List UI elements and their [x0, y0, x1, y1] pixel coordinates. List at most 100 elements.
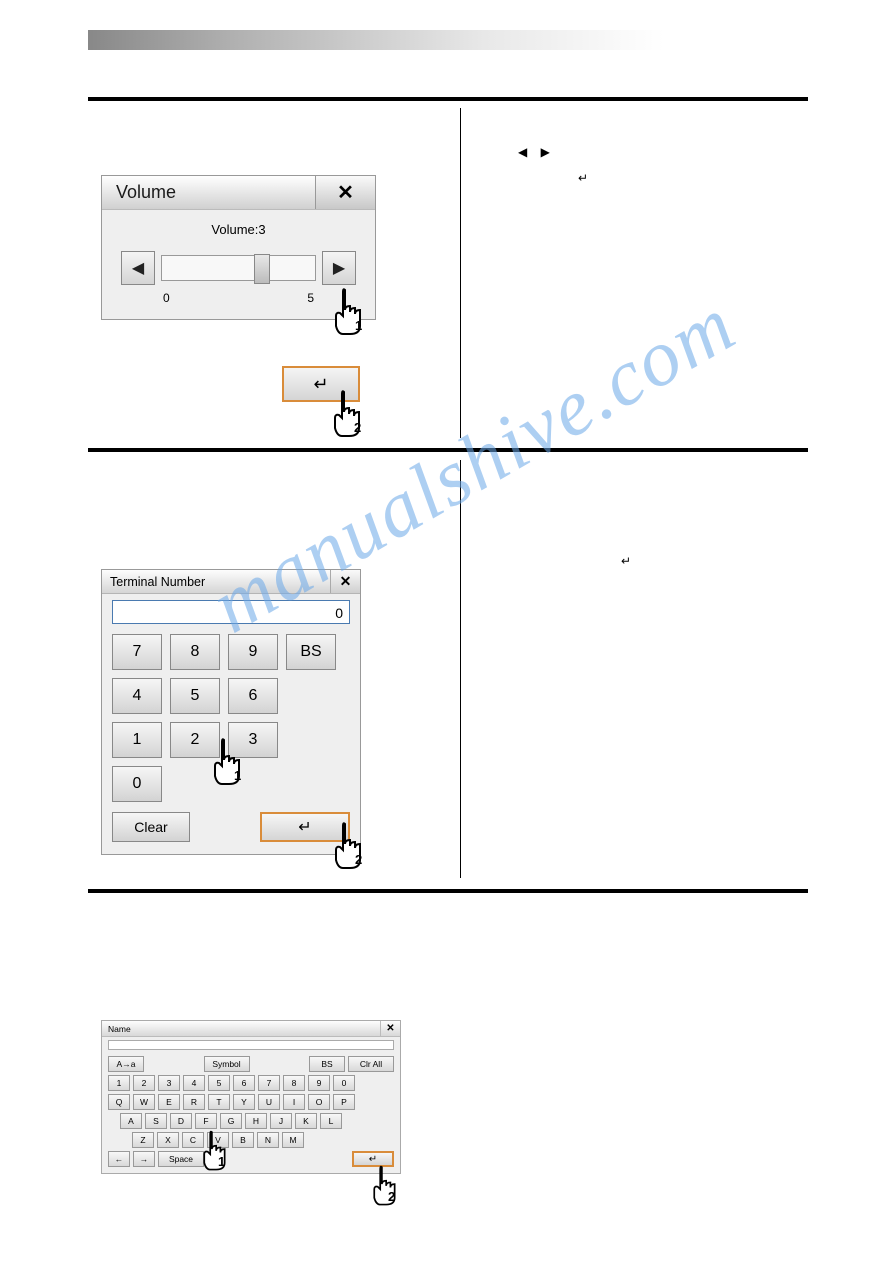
key-q[interactable]: Q [108, 1094, 130, 1110]
key-8[interactable]: 8 [283, 1075, 305, 1091]
key-l[interactable]: L [320, 1113, 342, 1129]
key-h[interactable]: H [245, 1113, 267, 1129]
pointer-callout-1: 1 [200, 1128, 234, 1172]
key-d[interactable]: D [170, 1113, 192, 1129]
section-divider [88, 448, 808, 452]
pointer-callout-1: 1 [331, 286, 371, 336]
callout-number: 2 [354, 420, 374, 440]
instruction-glyphs: ◀ ▶ [518, 144, 550, 161]
keyboard-top-row: A→a Symbol BS Clr All [102, 1053, 400, 1072]
key-9[interactable]: 9 [308, 1075, 330, 1091]
key-e[interactable]: E [158, 1094, 180, 1110]
key-4[interactable]: 4 [112, 678, 162, 714]
pointer-callout-1: 1 [210, 736, 250, 786]
slider-track[interactable] [161, 255, 316, 281]
key-backspace[interactable]: BS [286, 634, 336, 670]
key-arrow-left[interactable]: ← [108, 1151, 130, 1167]
terminal-number-dialog: Terminal Number ✕ 0 7 8 9 BS 4 5 6 1 2 3… [101, 569, 361, 855]
key-2[interactable]: 2 [133, 1075, 155, 1091]
slider-thumb[interactable] [254, 254, 270, 284]
slider-row: ◀ ▶ [114, 251, 363, 285]
arrow-left-icon: ◀ [132, 258, 144, 278]
volume-value-label: Volume:3 [114, 222, 363, 237]
pointer-callout-2: 2 [331, 820, 371, 870]
arrow-left-icon: ◀ [518, 145, 527, 159]
key-i[interactable]: I [283, 1094, 305, 1110]
enter-icon: ↵ [578, 171, 588, 185]
close-button[interactable]: ✕ [380, 1021, 400, 1036]
key-symbol[interactable]: Symbol [204, 1056, 250, 1072]
close-icon: ✕ [340, 573, 352, 590]
keyboard-z-row: Z X C V B N M [102, 1129, 400, 1148]
enter-icon: ↵ [313, 374, 328, 395]
key-r[interactable]: R [183, 1094, 205, 1110]
key-b[interactable]: B [232, 1132, 254, 1148]
key-y[interactable]: Y [233, 1094, 255, 1110]
enter-icon: ↵ [621, 554, 631, 568]
key-0[interactable]: 0 [333, 1075, 355, 1091]
key-a[interactable]: A [120, 1113, 142, 1129]
section-divider [88, 889, 808, 893]
key-6[interactable]: 6 [228, 678, 278, 714]
key-clear-all[interactable]: Clr All [348, 1056, 394, 1072]
key-p[interactable]: P [333, 1094, 355, 1110]
close-icon: ✕ [386, 1023, 394, 1034]
key-1[interactable]: 1 [112, 722, 162, 758]
key-f[interactable]: F [195, 1113, 217, 1129]
key-4[interactable]: 4 [183, 1075, 205, 1091]
close-button[interactable]: ✕ [315, 176, 375, 209]
callout-number: 1 [234, 768, 254, 788]
key-8[interactable]: 8 [170, 634, 220, 670]
slider-min-label: 0 [163, 291, 170, 305]
key-6[interactable]: 6 [233, 1075, 255, 1091]
key-s[interactable]: S [145, 1113, 167, 1129]
close-icon: ✕ [337, 180, 354, 205]
key-case-toggle[interactable]: A→a [108, 1056, 144, 1072]
key-x[interactable]: X [157, 1132, 179, 1148]
key-z[interactable]: Z [132, 1132, 154, 1148]
callout-number: 1 [218, 1154, 238, 1174]
key-7[interactable]: 7 [112, 634, 162, 670]
close-button[interactable]: ✕ [330, 570, 360, 593]
clear-button[interactable]: Clear [112, 812, 190, 842]
slider-max-label: 5 [307, 291, 314, 305]
callout-number: 2 [388, 1189, 408, 1209]
key-arrow-right[interactable]: → [133, 1151, 155, 1167]
key-7[interactable]: 7 [258, 1075, 280, 1091]
dialog-title: Terminal Number [102, 575, 330, 589]
column-divider [460, 108, 461, 438]
pointer-callout-2: 2 [370, 1163, 404, 1207]
dialog-title: Volume [102, 182, 315, 203]
key-5[interactable]: 5 [170, 678, 220, 714]
section-divider [88, 97, 808, 101]
key-w[interactable]: W [133, 1094, 155, 1110]
dialog-titlebar: Volume ✕ [102, 176, 375, 210]
key-g[interactable]: G [220, 1113, 242, 1129]
key-3[interactable]: 3 [158, 1075, 180, 1091]
key-m[interactable]: M [282, 1132, 304, 1148]
key-0[interactable]: 0 [112, 766, 162, 802]
key-u[interactable]: U [258, 1094, 280, 1110]
key-1[interactable]: 1 [108, 1075, 130, 1091]
slider-decrement-button[interactable]: ◀ [121, 251, 155, 285]
key-j[interactable]: J [270, 1113, 292, 1129]
key-o[interactable]: O [308, 1094, 330, 1110]
key-5[interactable]: 5 [208, 1075, 230, 1091]
key-n[interactable]: N [257, 1132, 279, 1148]
arrow-right-icon: ▶ [541, 145, 550, 159]
callout-number: 2 [355, 852, 375, 872]
slider-increment-button[interactable]: ▶ [322, 251, 356, 285]
key-9[interactable]: 9 [228, 634, 278, 670]
callout-number: 1 [355, 318, 375, 338]
dialog-titlebar: Terminal Number ✕ [102, 570, 360, 594]
key-space[interactable]: Space [158, 1151, 204, 1167]
keypad-bottom-row: Clear ↵ [102, 806, 360, 854]
text-input[interactable] [108, 1040, 394, 1050]
key-backspace[interactable]: BS [309, 1056, 345, 1072]
enter-icon: ↵ [298, 817, 311, 837]
key-t[interactable]: T [208, 1094, 230, 1110]
dialog-title: Name [102, 1024, 380, 1034]
key-k[interactable]: K [295, 1113, 317, 1129]
page-header-bar [88, 30, 808, 50]
numeric-display: 0 [112, 600, 350, 624]
